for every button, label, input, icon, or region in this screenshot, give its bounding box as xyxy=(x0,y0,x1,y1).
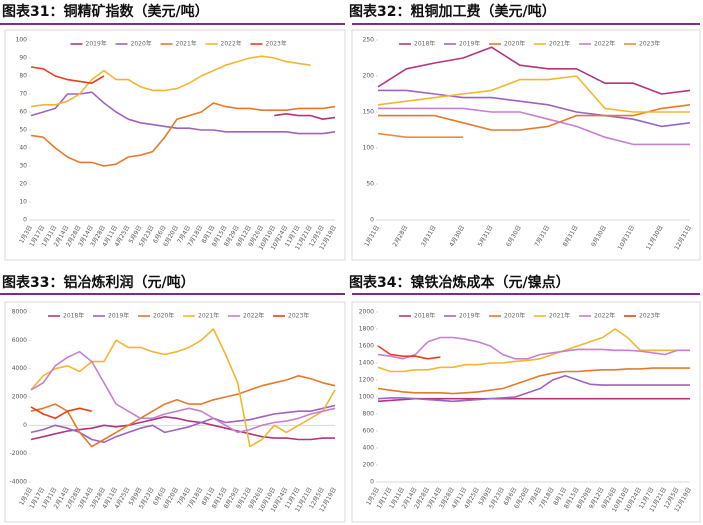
series-line xyxy=(377,345,441,360)
legend-label: 2018年 xyxy=(414,312,435,320)
y-tick-label: 0 xyxy=(23,217,27,224)
y-tick-label: 70 xyxy=(19,91,27,98)
y-tick-label: 2000 xyxy=(359,309,374,316)
y-tick-label: 800 xyxy=(363,411,375,418)
y-tick-label: -2000 xyxy=(10,450,28,457)
y-tick-label: 0 xyxy=(23,422,27,429)
y-tick-label: 8000 xyxy=(12,309,27,316)
series-line xyxy=(377,75,690,113)
legend-label: 2019年 xyxy=(459,40,480,48)
series-line xyxy=(377,132,464,138)
series-line xyxy=(30,350,336,434)
legend-label: 2022年 xyxy=(594,40,615,48)
y-tick-label: 1400 xyxy=(359,360,374,367)
series-line xyxy=(377,328,690,373)
legend-label: 2021年 xyxy=(549,40,570,48)
series-line xyxy=(377,397,690,403)
panel xyxy=(351,301,701,523)
series-line xyxy=(30,66,105,84)
y-tick-label: 50 xyxy=(19,127,27,134)
chart-title: 图表34：镍铁冶炼成本（元/镍点） xyxy=(349,274,570,291)
legend-label: 2020年 xyxy=(504,40,525,48)
y-tick-label: 30 xyxy=(19,163,27,170)
y-tick-label: 10 xyxy=(19,199,27,206)
y-tick-label: 6000 xyxy=(12,337,27,344)
legend-label: 2019年 xyxy=(108,312,129,320)
y-tick-label: -4000 xyxy=(10,479,28,486)
series-line xyxy=(30,406,92,420)
legend-label: 2020年 xyxy=(131,40,152,48)
panel xyxy=(4,29,346,261)
y-tick-label: 200 xyxy=(363,462,375,469)
y-tick-label: 250 xyxy=(363,37,375,44)
y-tick-label: 600 xyxy=(363,428,375,435)
series-line xyxy=(378,89,691,128)
y-tick-label: 100 xyxy=(16,37,28,44)
y-tick-label: 20 xyxy=(19,181,27,188)
series-line xyxy=(377,46,691,95)
series-line xyxy=(30,102,336,167)
y-tick-label: 80 xyxy=(19,73,27,80)
series-line xyxy=(30,91,336,135)
y-tick-label: 100 xyxy=(363,145,375,152)
legend-label: 2019年 xyxy=(459,312,480,320)
y-tick-label: 50 xyxy=(366,181,374,188)
legend-label: 2023年 xyxy=(639,312,660,320)
y-tick-label: 60 xyxy=(19,109,27,116)
legend-label: 2018年 xyxy=(414,40,435,48)
y-tick-label: 200 xyxy=(363,73,375,80)
series-line xyxy=(30,416,335,441)
y-tick-label: 0 xyxy=(370,479,374,486)
legend-label: 2022年 xyxy=(221,40,242,48)
series-line xyxy=(30,375,336,448)
y-tick-label: 1000 xyxy=(359,394,374,401)
legend-label: 2022年 xyxy=(243,312,264,320)
y-tick-label: 1600 xyxy=(359,343,374,350)
chart-title: 图表32：粗铜加工费（美元/吨） xyxy=(349,3,556,20)
y-tick-label: 40 xyxy=(19,145,27,152)
series-line xyxy=(377,367,690,395)
series-line xyxy=(377,336,690,360)
legend-label: 2023年 xyxy=(639,40,660,48)
y-tick-label: 0 xyxy=(370,217,374,224)
y-tick-label: 2000 xyxy=(12,394,27,401)
legend-label: 2021年 xyxy=(198,312,219,320)
legend-label: 2023年 xyxy=(266,40,287,48)
legend-label: 2019年 xyxy=(86,40,107,48)
legend-label: 2020年 xyxy=(504,312,525,320)
chart-title: 图表33：铝冶炼利润（元/吨） xyxy=(2,274,195,291)
legend-label: 2022年 xyxy=(594,312,615,320)
legend-label: 2020年 xyxy=(153,312,174,320)
y-tick-label: 1800 xyxy=(359,326,374,333)
series-line xyxy=(377,375,690,403)
legend-label: 2018年 xyxy=(63,312,84,320)
series-line xyxy=(378,107,690,146)
y-tick-label: 90 xyxy=(19,55,27,62)
y-tick-label: 400 xyxy=(363,445,375,452)
y-tick-label: 150 xyxy=(363,109,375,116)
series-line xyxy=(378,104,691,131)
legend-label: 2021年 xyxy=(176,40,197,48)
legend-label: 2023年 xyxy=(288,312,309,320)
series-line xyxy=(30,55,311,108)
chart-title: 图表31：铜精矿指数（美元/吨） xyxy=(2,3,209,20)
series-line xyxy=(274,113,336,120)
legend-label: 2021年 xyxy=(549,312,570,320)
series-line xyxy=(30,328,336,448)
y-tick-label: 1200 xyxy=(359,377,374,384)
y-tick-label: 4000 xyxy=(12,365,27,372)
